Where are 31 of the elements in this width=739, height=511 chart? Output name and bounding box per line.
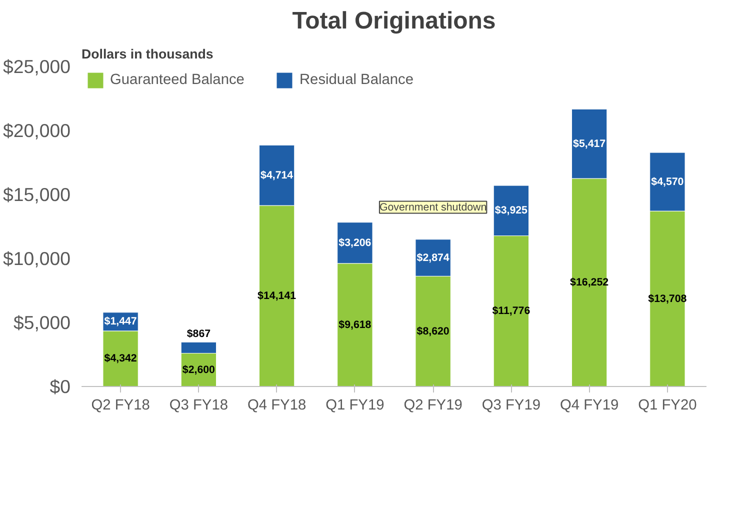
text: Dollars in thousands xyxy=(82,46,214,62)
data-label: $2,600 xyxy=(182,364,216,376)
x-tick-label: Q1 FY19 xyxy=(326,398,384,414)
data-label: $4,570 xyxy=(651,176,684,188)
data-label: $4,342 xyxy=(104,352,137,365)
x-tick-label: Q3 FY18 xyxy=(169,398,228,414)
chart-title: Total Originations xyxy=(292,8,496,34)
x-tick-label: Q2 FY19 xyxy=(404,398,462,414)
data-label: $5,417 xyxy=(573,138,606,150)
x-tick-label: Q4 FY19 xyxy=(560,398,619,414)
x-tick-label: Q2 FY18 xyxy=(91,398,150,414)
annotation: Government shutdown xyxy=(379,201,487,214)
data-label: $9,618 xyxy=(338,318,372,331)
x-tick-label: Q1 FY20 xyxy=(638,398,697,414)
data-label: $2,874 xyxy=(416,252,450,264)
y-tick-label: $10,000 xyxy=(3,248,71,269)
y-tick-label: $5,000 xyxy=(13,312,70,333)
y-tick-label: $15,000 xyxy=(3,184,71,205)
legend-label: Residual Balance xyxy=(299,72,414,88)
data-label: $8,620 xyxy=(416,325,450,338)
data-label: $3,925 xyxy=(494,204,528,217)
data-label: $1,447 xyxy=(104,316,137,328)
x-tick-label: Q4 FY18 xyxy=(247,398,306,414)
y-tick-label: $25,000 xyxy=(3,56,71,77)
x-tick-label: Q3 FY19 xyxy=(482,398,541,414)
data-label: $867 xyxy=(186,328,211,340)
legend-label: Guaranteed Balance xyxy=(110,72,244,88)
y-tick-label: $20,000 xyxy=(3,120,71,141)
y-tick-label: $0 xyxy=(50,376,71,397)
data-label: $3,206 xyxy=(338,236,372,249)
data-label: $4,714 xyxy=(260,169,294,182)
